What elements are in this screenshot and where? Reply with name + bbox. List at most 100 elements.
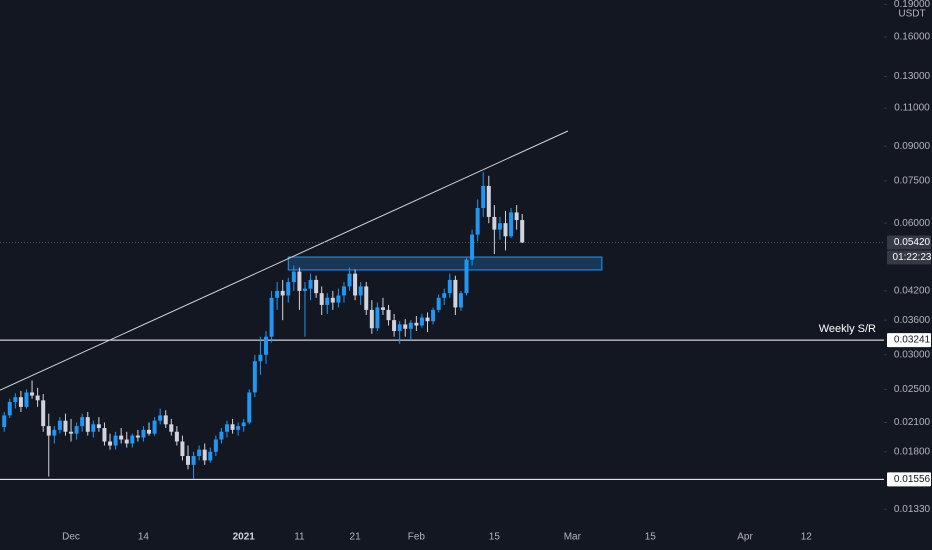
candle-body [314,279,319,294]
candle-body [514,212,519,221]
candle-body [458,293,463,308]
candle-body [419,317,424,326]
candle-body [364,286,369,310]
price-line-label: 0.03241 [894,335,931,346]
y-tick-label: 0.02500 [894,384,931,395]
candle-body [174,431,179,442]
candle-body [18,397,23,407]
y-tick-label: 0.09000 [894,141,931,152]
candle-body [408,322,413,329]
candle-body [347,273,352,287]
candle-body [147,429,152,434]
x-tick-label: Apr [737,532,753,543]
candle-body [297,271,302,291]
candle-body [497,223,502,230]
candle-body [163,415,168,425]
candle-body [69,431,74,434]
candle-body [486,185,491,217]
candle-body [52,429,57,436]
candle-body [453,279,458,308]
candle-body [158,415,163,421]
candle-body [91,424,96,432]
candle-body [319,293,324,305]
price-line-label: 0.01556 [894,474,931,485]
candle-body [113,435,118,446]
candle-body [330,297,335,303]
candle-body [191,456,196,465]
candle-body [325,297,330,305]
candle-body [13,397,18,402]
candle-body [263,336,268,355]
y-tick-label: 0.01800 [894,446,931,457]
x-tick-label: Feb [408,532,426,543]
candle-body [225,424,229,432]
current-price-label: 0.05420 [894,237,931,248]
x-tick-label: 14 [138,532,150,543]
candle-body [464,259,469,294]
candle-body [308,279,313,289]
candle-body [436,297,441,310]
x-tick-label: 11 [294,532,305,543]
candle-body [85,417,90,432]
candle-body [24,392,29,407]
candle-body [509,212,514,237]
y-tick-label: 0.04200 [894,286,931,297]
trendline [0,130,569,391]
x-tick-label: 15 [489,532,501,543]
candle-body [35,395,40,401]
candle-body [41,400,46,427]
candle-body [431,309,436,322]
candle-body [503,223,508,237]
y-tick-label: 0.11000 [894,103,930,114]
y-tick-label: 0.06000 [894,218,931,229]
candle-body [302,288,307,291]
candle-body [74,426,79,434]
candle-body [269,297,274,337]
candle-body [186,456,191,465]
support-zone [287,256,603,271]
candle-body [213,439,218,452]
currency-label: USDT [898,9,925,20]
candle-body [369,309,374,329]
candle-body [353,273,358,296]
candle-body [57,420,62,430]
candle-body [470,234,475,260]
candle-body [447,279,452,294]
y-tick-label: 0.16000 [894,32,931,43]
candle-body [202,449,207,461]
candle-body [291,271,296,283]
candle-body [80,417,85,427]
x-tick-label: 21 [350,532,362,543]
countdown-label: 01:22:23 [893,252,932,263]
candle-body [141,429,146,438]
candle-body [96,424,101,428]
candle-body [481,185,486,208]
candle-body [219,431,224,440]
candle-body [30,392,35,396]
candle-body [124,439,129,444]
x-tick-label: 15 [645,532,657,543]
candle-body [119,435,124,440]
candle-body [241,422,246,427]
candle-body [108,441,113,446]
current-price-box [887,235,931,250]
y-tick-label: 0.07500 [894,175,931,186]
candle-body [380,307,385,310]
candle-body [46,426,51,436]
x-tick-label: 2021 [233,532,256,543]
candle-body [442,293,447,298]
candle-body [2,415,7,428]
candle-body [180,441,185,457]
candle-body [7,401,12,416]
candle-body [208,451,213,461]
x-tick-label: Dec [62,532,80,543]
candle-body [230,424,235,430]
candle-body [397,324,402,332]
candle-body [197,449,202,457]
y-tick-label: 0.13000 [894,71,931,82]
price-line-box [887,472,931,487]
candle-body [386,309,391,321]
candle-body [169,424,174,432]
